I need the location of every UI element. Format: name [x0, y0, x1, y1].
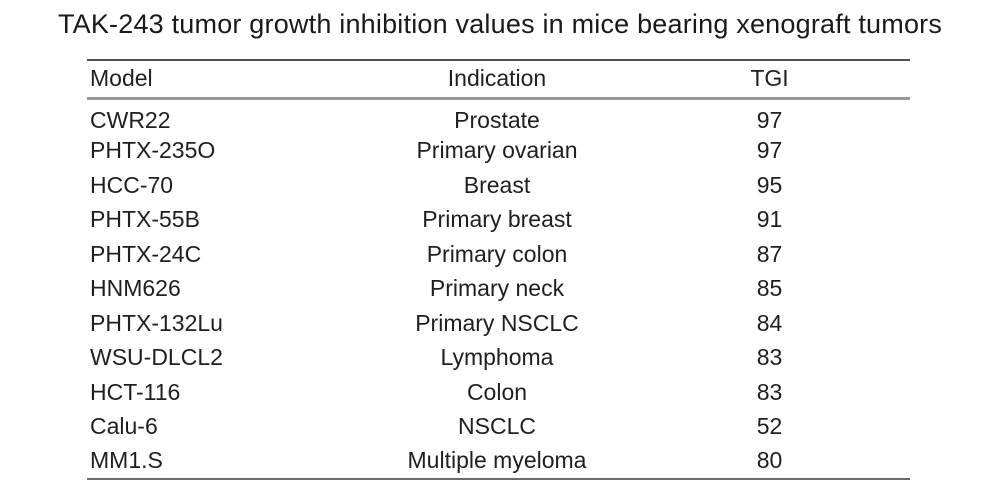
indication-cell: Primary colon	[426, 240, 568, 267]
table-row: HCT-116 Colon 83	[87, 375, 910, 410]
tgi-table: Model Indication TGI CWR22 Prostate 97 PHTX…	[87, 59, 910, 480]
table-body: CWR22 Prostate 97 PHTX-235O Primary ovarian 9…	[87, 98, 910, 479]
model-cell: WSU-DLCL2	[90, 344, 223, 371]
tgi-cell: 95	[756, 171, 783, 198]
model-cell: HCT-116	[90, 378, 181, 405]
column-header-indication: Indication	[347, 59, 647, 100]
tgi-cell: 97	[756, 137, 783, 164]
table-row: PHTX-132Lu Primary NSCLC 84	[87, 306, 910, 341]
header-row: Model Indication TGI	[87, 59, 910, 100]
table-row: HNM626 Primary neck 85	[87, 272, 910, 307]
table-row: MM1.S Multiple myeloma 80	[87, 444, 910, 479]
tgi-cell: 91	[756, 206, 783, 233]
tgi-cell: 85	[756, 275, 783, 302]
tgi-cell: 84	[756, 309, 783, 336]
table-row: Calu-6 NSCLC 52	[87, 410, 910, 445]
indication-cell: Multiple myeloma	[407, 447, 587, 474]
table-row: PHTX-55B Primary breast 91	[87, 203, 910, 238]
table-row: HCC-70 Breast 95	[87, 168, 910, 203]
indication-cell: Primary breast	[422, 206, 572, 233]
tgi-cell: 87	[756, 240, 783, 267]
model-cell: HNM626	[90, 275, 181, 302]
tgi-cell: 52	[756, 413, 783, 440]
indication-cell: Prostate	[454, 106, 540, 133]
model-cell: PHTX-132Lu	[90, 309, 223, 336]
column-header-tgi: TGI	[647, 59, 910, 100]
figure-title: TAK-243 tumor growth inhibition values i…	[57, 9, 943, 39]
tgi-cell: 97	[756, 106, 783, 133]
model-cell: PHTX-24C	[90, 240, 202, 267]
indication-cell: Primary neck	[429, 275, 565, 302]
model-cell: CWR22	[90, 106, 171, 133]
indication-cell: NSCLC	[458, 413, 536, 440]
table-row: PHTX-24C Primary colon 87	[87, 237, 910, 272]
tgi-cell: 80	[756, 447, 783, 474]
model-cell: PHTX-55B	[90, 206, 200, 233]
model-cell: Calu-6	[90, 413, 158, 440]
model-cell: PHTX-235O	[90, 137, 216, 164]
indication-cell: Primary NSCLC	[415, 309, 579, 336]
column-header-model: Model	[87, 59, 347, 100]
table-header: Model Indication TGI	[87, 59, 910, 100]
table-row: CWR22 Prostate 97	[87, 98, 910, 134]
model-cell: MM1.S	[90, 447, 163, 474]
indication-cell: Breast	[463, 171, 531, 198]
indication-cell: Lymphoma	[440, 344, 554, 371]
indication-cell: Colon	[466, 378, 528, 405]
tgi-cell: 83	[756, 344, 783, 371]
indication-cell: Primary ovarian	[416, 137, 578, 164]
table-row: PHTX-235O Primary ovarian 97	[87, 134, 910, 169]
model-cell: HCC-70	[90, 171, 174, 198]
tgi-cell: 83	[756, 378, 783, 405]
table-row: WSU-DLCL2 Lymphoma 83	[87, 341, 910, 376]
